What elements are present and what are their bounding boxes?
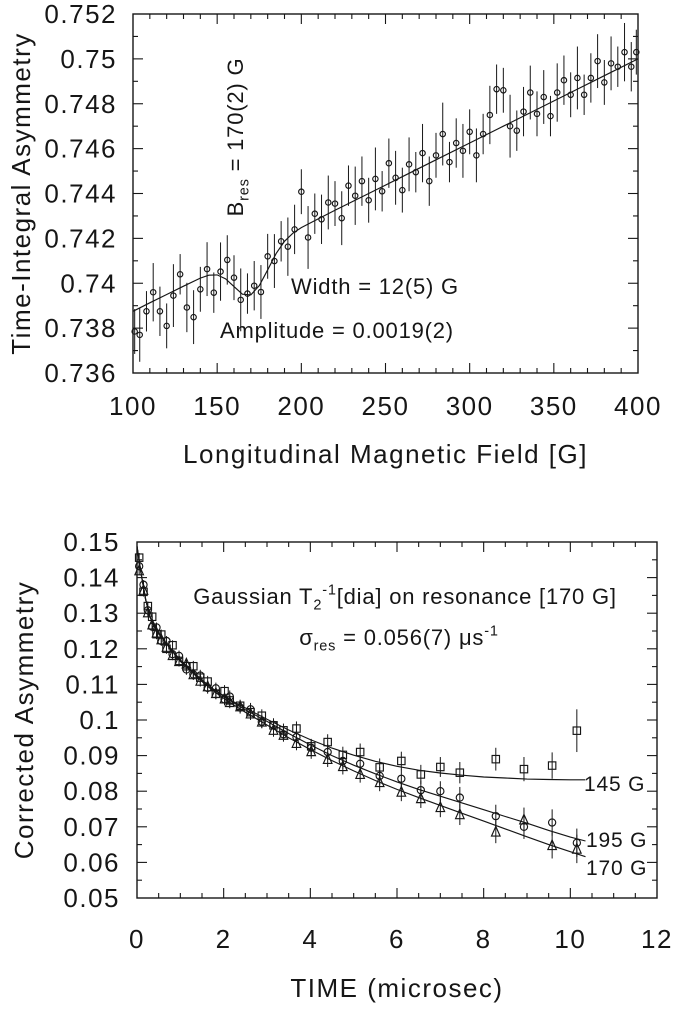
field-scan-ytick-label: 0.746	[44, 134, 117, 164]
field-scan-xtick-label: 350	[530, 391, 578, 421]
field-scan-axis-ticks	[133, 14, 638, 373]
relaxation-ytick-label: 0.12	[63, 634, 120, 664]
relaxation-y-axis-title: Corrected Asymmetry	[9, 581, 39, 859]
field-scan-ytick-label: 0.752	[44, 0, 117, 29]
field-scan-ytick-label: 0.744	[44, 179, 117, 209]
relaxation-chart: 0 2 4 6 8 10 12 0.15 0.14 0.13 0.12 0.11 0.1 0.09 0.08…	[9, 527, 673, 1003]
relaxation-ytick-label: 0.07	[63, 812, 120, 842]
field-scan-ytick-label: 0.738	[44, 313, 117, 343]
width-annotation: Width = 12(5) G	[291, 274, 459, 299]
curve-label-195G: 195 G	[586, 829, 647, 852]
gaussian-annotation: Gaussian T2-1[dia] on resonance [170 G]	[193, 582, 617, 613]
field-scan-ytick-label: 0.74	[60, 268, 117, 298]
relaxation-xtick-label: 6	[389, 924, 405, 954]
relaxation-ytick-label: 0.15	[63, 527, 120, 557]
relaxation-xtick-label: 2	[216, 924, 232, 954]
resonance-fit-line	[132, 58, 639, 312]
sigma-annotation: σres = 0.056(7) μs-1	[299, 623, 499, 654]
curve-label-170G: 170 G	[586, 857, 647, 880]
bres-annotation: Bres = 170(2) G	[223, 58, 253, 217]
field-scan-ytick-label: 0.742	[44, 223, 117, 253]
relaxation-xtick-label: 4	[302, 924, 318, 954]
field-scan-xtick-label: 200	[277, 391, 325, 421]
fit-line-145G	[136, 546, 586, 781]
field-scan-x-axis-title: Longitudinal Magnetic Field [G]	[183, 439, 588, 469]
field-scan-y-axis-title: Time-Integral Asymmetry	[6, 32, 36, 354]
field-scan-ytick-label: 0.75	[60, 44, 117, 74]
relaxation-xtick-label: 10	[554, 924, 586, 954]
relaxation-axis-ticks	[137, 542, 657, 898]
field-scan-points	[131, 22, 640, 362]
field-scan-xtick-label: 150	[193, 391, 241, 421]
relaxation-ytick-label: 0.05	[63, 883, 120, 913]
field-scan-ytick-label: 0.748	[44, 89, 117, 119]
relaxation-x-axis-title: TIME (microsec)	[290, 973, 503, 1003]
curve-label-145G: 145 G	[584, 773, 645, 796]
relaxation-ytick-label: 0.11	[65, 669, 120, 699]
triangles-170G	[133, 563, 583, 864]
relaxation-xtick-label: 8	[476, 924, 492, 954]
field-scan-xtick-label: 300	[446, 391, 494, 421]
relaxation-ytick-label: 0.08	[63, 776, 120, 806]
field-scan-xtick-label: 400	[614, 391, 662, 421]
relaxation-ytick-label: 0.14	[63, 563, 120, 593]
field-scan-xtick-label: 100	[109, 391, 157, 421]
amplitude-annotation: Amplitude = 0.0019(2)	[220, 318, 454, 343]
relaxation-xtick-label: 12	[641, 924, 673, 954]
field-scan-ytick-label: 0.736	[44, 358, 117, 388]
relaxation-ytick-label: 0.09	[63, 741, 120, 771]
relaxation-xtick-label: 0	[129, 924, 145, 954]
field-scan-chart: 100 150 200 250 300 350 400 0.752 0.75 0.748 0.746…	[6, 0, 662, 469]
field-scan-xtick-label: 250	[362, 391, 410, 421]
relaxation-ytick-label: 0.13	[63, 598, 120, 628]
relaxation-ytick-label: 0.1	[79, 705, 120, 735]
relaxation-ytick-label: 0.06	[63, 847, 120, 877]
